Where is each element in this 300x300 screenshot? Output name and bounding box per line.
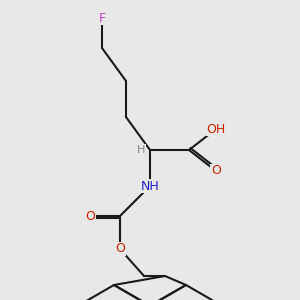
Text: F: F: [98, 11, 106, 25]
Text: OH: OH: [206, 122, 226, 136]
Text: O: O: [211, 164, 221, 178]
Text: O: O: [85, 209, 95, 223]
Text: H: H: [137, 145, 145, 155]
Text: NH: NH: [141, 179, 159, 193]
Text: O: O: [115, 242, 125, 256]
